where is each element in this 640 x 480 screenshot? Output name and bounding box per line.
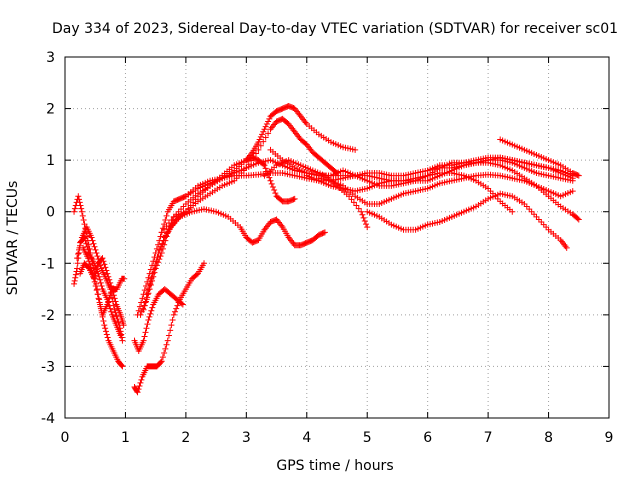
data-point-markers xyxy=(137,115,340,318)
series-pass-7 xyxy=(131,286,186,354)
data-point-markers xyxy=(71,193,126,370)
series-pass-6 xyxy=(131,260,208,396)
data-point-markers xyxy=(80,244,128,318)
data-points xyxy=(71,102,582,396)
data-point-markers xyxy=(424,154,576,182)
y-tick-label: -1 xyxy=(41,256,55,272)
y-axis-label: SDTVAR / TECUs xyxy=(5,181,21,296)
series-pass-20 xyxy=(424,154,576,182)
y-tick-label: -4 xyxy=(41,411,55,427)
series-pass-1 xyxy=(71,193,126,370)
y-tick-label: -3 xyxy=(41,359,55,375)
series-pass-5 xyxy=(80,244,128,318)
plot-frame xyxy=(64,56,610,419)
chart-title: Day 334 of 2023, Sidereal Day-to-day VTE… xyxy=(52,21,618,37)
axis-ticks: 0 1 2 3 4 5 6 7 8 9 -4 -3 -2 -1 0 1 2 3 xyxy=(41,50,613,446)
data-point-markers xyxy=(497,136,582,179)
data-point-markers xyxy=(364,190,570,251)
data-point-markers xyxy=(131,260,208,396)
series-pass-16 xyxy=(364,190,570,251)
y-tick-label: 1 xyxy=(46,153,55,169)
x-tick-label: 4 xyxy=(302,430,311,446)
grid-lines xyxy=(65,57,609,418)
y-tick-label: 3 xyxy=(46,50,55,66)
x-tick-label: 5 xyxy=(363,430,372,446)
data-point-markers xyxy=(74,224,126,344)
y-tick-label: -2 xyxy=(41,308,55,324)
series-pass-11 xyxy=(143,206,328,298)
x-tick-label: 1 xyxy=(121,430,130,446)
data-point-markers xyxy=(267,146,582,223)
x-axis-label: GPS time / hours xyxy=(276,458,393,474)
data-point-markers xyxy=(131,286,186,354)
series-pass-9 xyxy=(137,115,340,318)
series-pass-2 xyxy=(71,234,124,339)
series-pass-19 xyxy=(497,136,582,179)
y-tick-label: 0 xyxy=(46,205,55,221)
x-tick-label: 7 xyxy=(484,430,493,446)
x-tick-label: 8 xyxy=(544,430,553,446)
x-tick-label: 9 xyxy=(605,430,614,446)
y-tick-label: 2 xyxy=(46,102,55,118)
x-tick-label: 3 xyxy=(242,430,251,446)
data-point-markers xyxy=(71,234,124,339)
x-tick-label: 0 xyxy=(61,430,70,446)
data-point-markers xyxy=(143,206,328,298)
x-tick-label: 2 xyxy=(181,430,190,446)
series-pass-18 xyxy=(267,146,582,223)
x-tick-label: 6 xyxy=(423,430,432,446)
series-pass-3 xyxy=(74,224,126,344)
